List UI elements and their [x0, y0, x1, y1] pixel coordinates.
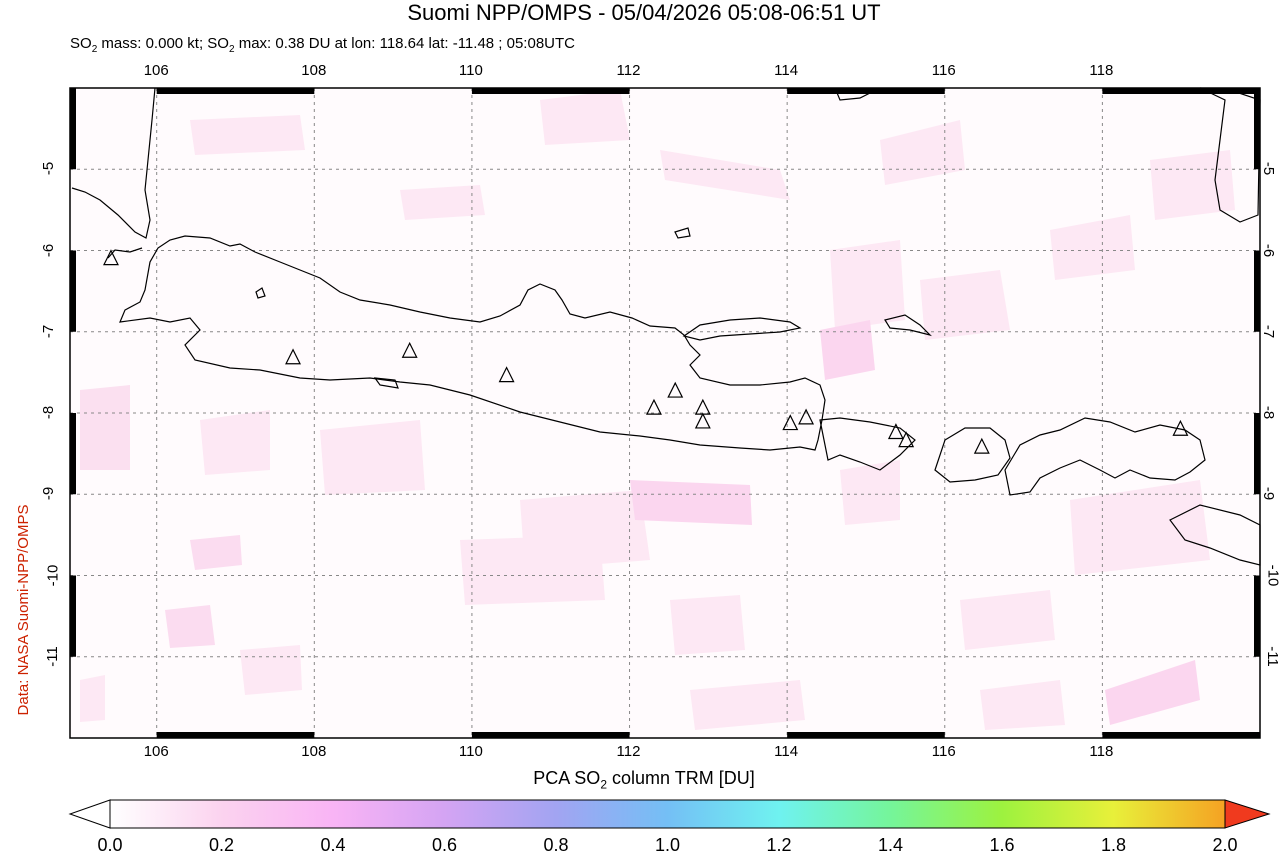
colorbar-tick-label: 1.2: [766, 835, 792, 855]
colorbar-max-arrow: [1224, 799, 1271, 829]
tick-label: 106: [143, 62, 169, 79]
border-segment: [471, 88, 630, 94]
border-segment: [787, 732, 945, 738]
border-segment: [1254, 575, 1260, 657]
so2-field: [80, 90, 1235, 730]
tick-label: -6: [1260, 243, 1278, 257]
tick-label: -11: [1263, 645, 1281, 667]
tick-label: -8: [40, 405, 58, 420]
tick-label: -5: [1260, 162, 1278, 176]
border-segment: [1254, 413, 1260, 495]
tick-label: 118: [1089, 62, 1114, 79]
colorbar-label-part: PCA SO: [533, 768, 601, 788]
tick-label: 108: [301, 62, 327, 79]
tick-label: 116: [931, 743, 956, 760]
colorbar-tick-label: 0.8: [543, 835, 569, 855]
map-gridlines: [70, 88, 1260, 738]
tick-label: 112: [616, 62, 641, 79]
tick-label: 116: [931, 62, 956, 79]
tick-label: -10: [1264, 564, 1282, 586]
triangle-icon: [798, 408, 815, 425]
subtitle-part: mass: 0.000 kt; SO: [97, 35, 229, 52]
colorbar-label-sub: 2: [600, 777, 607, 792]
tick-label: 118: [1089, 743, 1114, 760]
subtitle-part: SO: [70, 35, 92, 52]
tick-label: 114: [774, 743, 799, 760]
tick-label: 106: [143, 743, 169, 760]
border-segment: [156, 88, 315, 94]
triangle-icon: [1172, 419, 1189, 436]
triangle-icon: [898, 431, 915, 448]
tick-label: 108: [301, 743, 327, 760]
colorbar-label-part: column TRM [DU]: [607, 768, 755, 788]
triangle-icon: [694, 412, 711, 429]
colorbar-tick-label: 1.0: [654, 835, 681, 855]
tick-label: -9: [40, 487, 58, 501]
colorbar-tick-label: 1.4: [877, 835, 904, 855]
border-segment: [1254, 250, 1260, 332]
border-segment: [1102, 732, 1260, 738]
border-segment: [787, 88, 945, 94]
triangle-icon: [401, 341, 418, 358]
triangle-icon: [782, 414, 799, 431]
tick-label: -10: [44, 564, 62, 586]
subtitle-sub: 2: [228, 44, 235, 55]
tick-label: -7: [1260, 324, 1278, 338]
chart-title: Suomi NPP/OMPS - 05/04/2026 05:08-06:51 …: [407, 0, 881, 25]
triangle-icon: [103, 249, 119, 266]
colorbar-gradient: [109, 799, 1226, 829]
subtitle-part: max: 0.38 DU at lon: 118.64 lat: -11.48 …: [234, 35, 575, 52]
border-segment: [471, 732, 630, 738]
tick-label: -9: [1260, 487, 1278, 501]
tick-label: -7: [40, 324, 58, 338]
triangle-icon: [498, 366, 515, 383]
tick-label: 114: [774, 62, 799, 79]
triangle-icon: [285, 348, 301, 365]
colorbar-tick-label: 2.0: [1212, 835, 1238, 855]
subtitle-sub: 2: [91, 44, 98, 55]
border-segment: [156, 732, 315, 738]
border-segment: [70, 413, 76, 495]
tick-label: 112: [616, 743, 641, 760]
tick-label: -8: [1260, 405, 1278, 420]
colorbar-tick-label: 0.0: [97, 835, 123, 855]
tick-label: -5: [40, 162, 58, 176]
colorbar-tick-label: 0.2: [208, 835, 235, 855]
border-segment: [70, 88, 76, 170]
tick-label: -6: [40, 243, 58, 257]
colorbar-min-arrow: [68, 799, 111, 829]
border-segment: [1102, 88, 1260, 94]
triangle-icon: [645, 398, 662, 415]
triangle-icon: [667, 381, 684, 398]
colorbar-tick-label: 1.8: [1100, 835, 1127, 855]
triangle-icon: [973, 437, 990, 454]
colorbar: [68, 799, 1271, 829]
triangle-icon: [887, 423, 904, 440]
colorbar-tick-label: 0.6: [431, 835, 458, 855]
colorbar-tick-label: 0.4: [320, 835, 346, 855]
map-border-scale: [70, 88, 1260, 738]
tick-label: 110: [458, 743, 483, 760]
tick-label: -11: [43, 645, 61, 667]
border-segment: [70, 575, 76, 657]
border-segment: [70, 250, 76, 332]
chart-subtitle: SO2 mass: 0.000 kt; SO2 max: 0.38 DU at …: [70, 34, 575, 60]
volcano-markers: [103, 249, 1189, 454]
border-segment: [1254, 88, 1260, 170]
tick-label: 110: [458, 62, 483, 79]
colorbar-tick-label: 1.6: [989, 835, 1015, 855]
colorbar-label: PCA SO2 column TRM [DU]: [0, 768, 1288, 792]
